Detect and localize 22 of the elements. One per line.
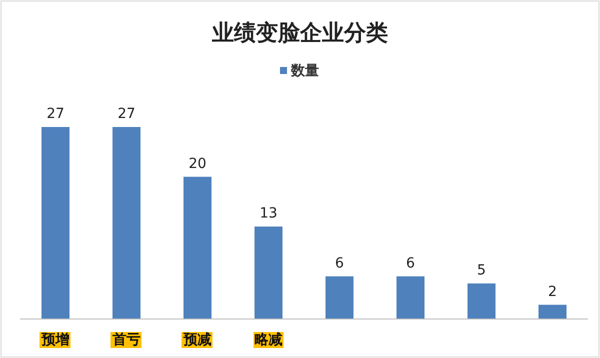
data-label: 13 [260,206,278,222]
bar [326,276,354,319]
x-tick-label: 首亏 [112,332,140,348]
x-tick-label: 略减 [254,332,282,348]
bar [254,226,282,319]
data-label: 20 [188,156,206,172]
data-label: 6 [335,255,344,272]
legend-label: 数量 [290,63,319,79]
data-label: 27 [118,106,136,122]
data-label: 2 [548,284,557,300]
bar [468,283,496,319]
bar [184,176,212,319]
x-tick-label: 预增 [40,332,70,348]
bar [42,127,70,319]
bar [538,304,566,319]
data-label: 6 [406,255,416,272]
x-tick-label: 预减 [182,332,212,348]
chart-title: 业绩变脸企业分类 [211,20,388,46]
bar [112,127,140,319]
bar [396,276,424,319]
data-label: 27 [46,106,64,122]
data-label: 5 [477,262,486,278]
